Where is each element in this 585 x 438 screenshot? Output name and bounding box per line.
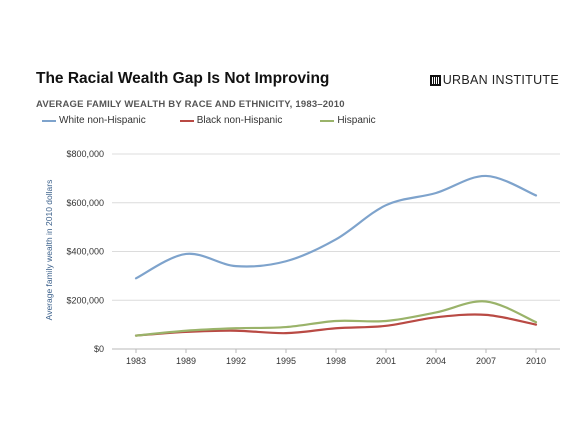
brand-name: URBAN INSTITUTE bbox=[442, 73, 559, 87]
legend-swatch bbox=[320, 119, 335, 122]
legend-item-black: Black non-Hispanic bbox=[179, 115, 283, 126]
brand-logo: URBAN INSTITUTE bbox=[429, 73, 559, 87]
x-tick-label: 2004 bbox=[426, 356, 446, 366]
data-point bbox=[435, 311, 437, 313]
chart-subtitle: AVERAGE FAMILY WEALTH BY RACE AND ETHNIC… bbox=[36, 99, 345, 110]
x-tick-label: 2007 bbox=[476, 356, 496, 366]
y-tick-label: $800,000 bbox=[66, 149, 104, 159]
legend-swatch bbox=[179, 119, 194, 122]
legend-item-white: White non-Hispanic bbox=[42, 115, 146, 126]
data-point bbox=[385, 320, 387, 322]
data-point bbox=[235, 330, 237, 332]
data-point bbox=[435, 316, 437, 318]
data-point bbox=[535, 321, 537, 323]
data-point bbox=[485, 314, 487, 316]
series-line-black bbox=[134, 313, 538, 337]
series-line-hispanic bbox=[134, 300, 538, 337]
legend-label: Hispanic bbox=[337, 115, 376, 126]
x-tick-label: 1983 bbox=[126, 356, 146, 366]
x-tick-label: 1989 bbox=[176, 356, 196, 366]
chart-legend: White non-Hispanic Black non-Hispanic Hi… bbox=[42, 115, 410, 126]
data-point bbox=[235, 327, 237, 329]
x-tick-label: 1992 bbox=[226, 356, 246, 366]
data-point bbox=[185, 253, 187, 255]
data-point bbox=[135, 277, 137, 279]
x-tick-label: 2010 bbox=[526, 356, 546, 366]
series-line-white bbox=[134, 174, 538, 280]
data-point bbox=[335, 327, 337, 329]
data-point bbox=[285, 326, 287, 328]
x-tick-label: 1995 bbox=[276, 356, 296, 366]
data-point bbox=[385, 325, 387, 327]
data-point bbox=[535, 194, 537, 196]
data-point bbox=[485, 175, 487, 177]
y-axis-title: Average family wealth in 2010 dollars bbox=[44, 180, 54, 321]
data-point bbox=[185, 330, 187, 332]
data-point bbox=[385, 204, 387, 206]
data-point bbox=[335, 320, 337, 322]
data-point bbox=[285, 260, 287, 262]
legend-label: White non-Hispanic bbox=[59, 115, 146, 126]
data-point bbox=[485, 300, 487, 302]
y-tick-label: $600,000 bbox=[66, 198, 104, 208]
data-point bbox=[535, 323, 537, 325]
legend-item-hispanic: Hispanic bbox=[320, 115, 376, 126]
data-point bbox=[285, 332, 287, 334]
legend-label: Black non-Hispanic bbox=[196, 115, 283, 126]
data-point bbox=[235, 265, 237, 267]
data-point bbox=[435, 192, 437, 194]
urban-institute-logo-icon bbox=[429, 74, 441, 86]
x-tick-label: 2001 bbox=[376, 356, 396, 366]
data-point bbox=[135, 334, 137, 336]
y-tick-label: $400,000 bbox=[66, 247, 104, 257]
x-tick-label: 1998 bbox=[326, 356, 346, 366]
chart-title: The Racial Wealth Gap Is Not Improving bbox=[36, 70, 330, 87]
y-tick-label: $0 bbox=[94, 344, 104, 354]
data-point bbox=[335, 238, 337, 240]
y-tick-label: $200,000 bbox=[66, 295, 104, 305]
legend-swatch bbox=[42, 119, 56, 122]
